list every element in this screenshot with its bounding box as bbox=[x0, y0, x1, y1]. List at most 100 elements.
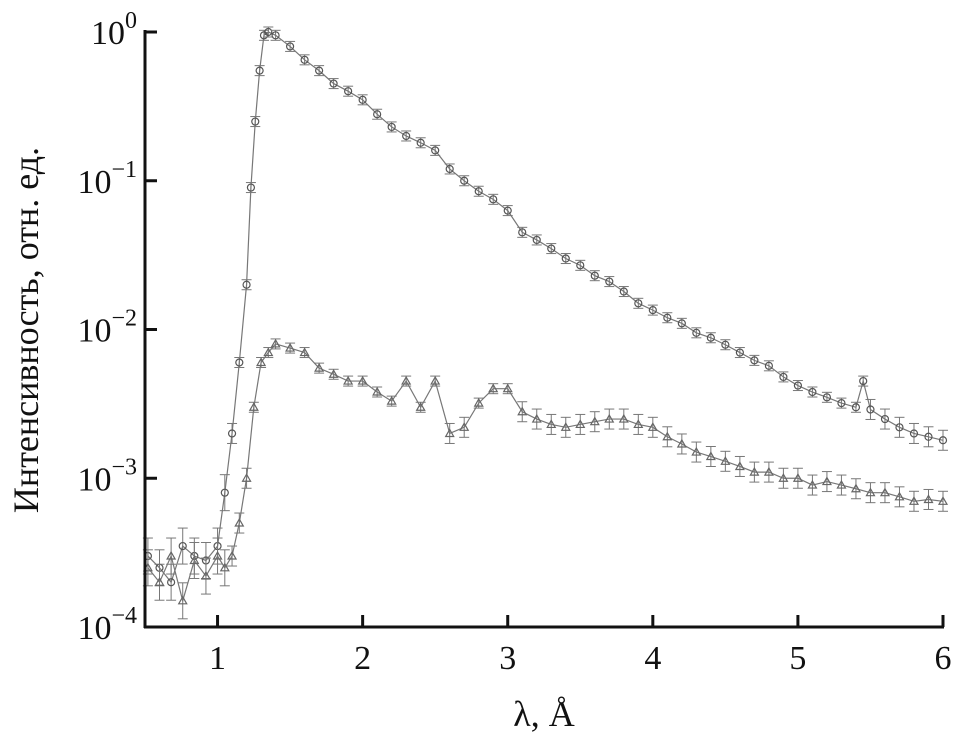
data-point bbox=[234, 357, 245, 368]
data-point bbox=[676, 317, 687, 329]
data-point bbox=[604, 408, 615, 430]
data-marks bbox=[142, 26, 949, 620]
data-point bbox=[328, 368, 339, 380]
data-point bbox=[154, 563, 165, 601]
data-point bbox=[234, 512, 245, 534]
data-point bbox=[166, 537, 177, 575]
data-point bbox=[473, 185, 484, 197]
data-point bbox=[263, 347, 274, 359]
data-point bbox=[923, 488, 934, 510]
data-point bbox=[778, 371, 789, 383]
data-point bbox=[792, 467, 803, 489]
data-point bbox=[894, 416, 905, 438]
data-point bbox=[459, 175, 470, 187]
data-point bbox=[200, 557, 211, 595]
x-tick-label: 3 bbox=[499, 640, 516, 677]
data-point bbox=[575, 413, 586, 435]
data-point bbox=[256, 357, 267, 368]
data-point bbox=[908, 422, 919, 444]
data-point bbox=[430, 144, 441, 156]
data-point bbox=[299, 347, 310, 359]
data-point bbox=[328, 78, 339, 90]
data-point bbox=[923, 426, 934, 448]
data-point bbox=[473, 397, 484, 409]
data-point bbox=[618, 286, 629, 298]
data-point bbox=[604, 276, 615, 288]
y-tick-label: 10−1 bbox=[77, 157, 137, 201]
data-point bbox=[575, 259, 586, 271]
data-point bbox=[749, 461, 760, 483]
data-point bbox=[894, 486, 905, 508]
y-tick-label: 10−3 bbox=[77, 454, 137, 498]
data-point bbox=[444, 163, 455, 175]
data-point bbox=[633, 413, 644, 435]
data-point bbox=[778, 467, 789, 489]
data-point bbox=[705, 332, 716, 344]
data-point bbox=[343, 85, 354, 97]
data-point bbox=[865, 482, 876, 504]
data-point bbox=[858, 375, 869, 387]
y-tick-label: 10−2 bbox=[77, 306, 137, 350]
x-tick-label: 5 bbox=[789, 640, 806, 677]
data-point bbox=[850, 478, 861, 500]
data-point bbox=[227, 422, 238, 444]
data-point bbox=[676, 433, 687, 455]
data-point bbox=[248, 401, 259, 413]
data-point bbox=[502, 383, 513, 395]
data-point bbox=[263, 26, 274, 38]
data-point bbox=[546, 413, 557, 435]
data-point bbox=[589, 411, 600, 433]
data-point bbox=[691, 441, 702, 463]
data-point bbox=[517, 226, 528, 238]
data-point bbox=[850, 401, 861, 413]
ticks: 1 2 3 4 5 6 100 10−1 10−2 10−3 10−4 bbox=[77, 8, 951, 677]
data-point bbox=[415, 137, 426, 149]
series-line bbox=[147, 343, 944, 604]
data-point bbox=[531, 234, 542, 246]
data-point bbox=[589, 270, 600, 282]
data-point bbox=[212, 537, 223, 575]
x-tick-label: 6 bbox=[935, 640, 952, 677]
data-point bbox=[177, 527, 188, 565]
data-point bbox=[241, 279, 252, 291]
data-point bbox=[372, 386, 383, 398]
data-point bbox=[734, 455, 745, 477]
series-2 bbox=[142, 338, 949, 620]
data-point bbox=[254, 65, 265, 77]
data-point bbox=[177, 582, 188, 620]
data-point bbox=[488, 193, 499, 205]
data-point bbox=[270, 29, 281, 41]
data-point bbox=[879, 482, 890, 504]
y-tick-label: 10−4 bbox=[77, 603, 137, 647]
data-point bbox=[401, 375, 412, 387]
data-point bbox=[386, 121, 397, 133]
data-point bbox=[430, 375, 441, 387]
data-point bbox=[517, 401, 528, 423]
data-point bbox=[270, 338, 281, 350]
data-point bbox=[314, 65, 325, 77]
data-point bbox=[343, 375, 354, 387]
x-tick-label: 2 bbox=[354, 640, 371, 677]
data-point bbox=[938, 429, 948, 451]
data-point bbox=[821, 471, 832, 493]
data-point bbox=[502, 205, 513, 217]
data-point bbox=[662, 312, 673, 324]
data-point bbox=[807, 474, 818, 496]
data-point bbox=[763, 461, 774, 483]
x-axis-title: λ, Å bbox=[513, 694, 574, 734]
data-point bbox=[720, 339, 731, 351]
data-point bbox=[372, 108, 383, 120]
data-point bbox=[908, 490, 920, 512]
x-tick-label: 4 bbox=[644, 640, 661, 677]
data-point bbox=[705, 446, 716, 468]
data-point bbox=[560, 416, 571, 438]
data-point bbox=[299, 54, 310, 66]
data-point bbox=[821, 391, 832, 403]
data-point bbox=[546, 243, 557, 255]
data-point bbox=[241, 467, 252, 489]
data-point bbox=[531, 408, 542, 430]
data-point bbox=[285, 40, 296, 52]
data-point bbox=[560, 253, 571, 265]
data-point bbox=[647, 416, 658, 438]
